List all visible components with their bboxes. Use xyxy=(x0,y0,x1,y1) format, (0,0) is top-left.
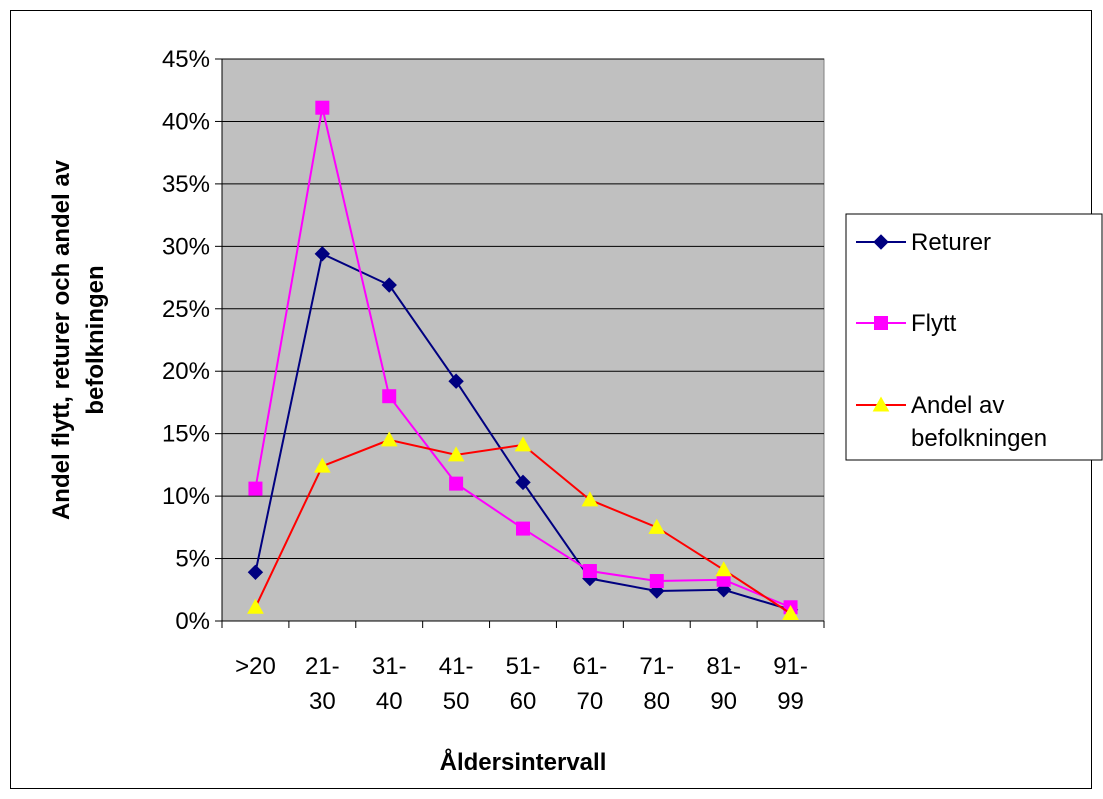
data-point xyxy=(447,446,465,462)
data-point xyxy=(248,481,263,496)
legend-marker xyxy=(873,234,889,250)
y-tick-label: 35% xyxy=(162,171,210,198)
x-tick-label: 51- xyxy=(506,653,541,680)
data-point xyxy=(449,476,464,491)
y-tick-label: 0% xyxy=(175,608,210,635)
legend-label: Andel av xyxy=(911,392,1004,419)
data-point xyxy=(782,604,799,621)
y-tick-label: 45% xyxy=(162,46,210,73)
data-point xyxy=(514,436,532,452)
data-point xyxy=(247,598,264,614)
data-point xyxy=(516,521,530,536)
y-tick-label: 40% xyxy=(162,108,210,135)
data-point xyxy=(314,246,331,262)
data-point xyxy=(382,389,397,404)
x-tick-label: 30 xyxy=(309,688,336,715)
x-tick-label: 31- xyxy=(372,653,407,680)
data-point xyxy=(515,474,531,491)
data-point xyxy=(715,561,733,577)
data-point xyxy=(448,373,464,389)
data-point xyxy=(381,277,397,293)
y-tick-label: 25% xyxy=(162,296,210,323)
x-tick-label: 50 xyxy=(443,688,470,715)
data-point xyxy=(581,491,599,507)
x-tick-label: 99 xyxy=(777,688,804,715)
series-2 xyxy=(247,431,799,621)
x-tick-label: 60 xyxy=(510,688,537,715)
legend-label: befolkningen xyxy=(911,425,1047,452)
x-tick-label: 90 xyxy=(710,688,737,715)
data-point xyxy=(649,574,664,589)
x-tick-label: 41- xyxy=(439,653,474,680)
x-tick-label: 40 xyxy=(376,688,403,715)
data-point xyxy=(648,518,666,534)
x-tick-label: 71- xyxy=(639,653,674,680)
data-point xyxy=(247,564,264,581)
data-point xyxy=(582,564,597,579)
legend-entry: Flytt xyxy=(856,310,957,337)
y-axis-title-line: Andel flytt, returer och andel av xyxy=(48,159,75,520)
x-tick-label: 21- xyxy=(305,653,340,680)
data-point xyxy=(380,431,398,447)
plot-area xyxy=(221,58,825,622)
legend-marker xyxy=(872,396,890,412)
y-axis-title: Andel flytt, returer och andel av befolkn… xyxy=(48,159,109,520)
y-axis-title-line: befolkningen xyxy=(82,265,109,414)
legend-label: Returer xyxy=(911,229,991,256)
legend-label: Flytt xyxy=(911,310,957,337)
x-tick-label: >20 xyxy=(235,653,276,680)
y-tick-label: 10% xyxy=(162,483,210,510)
x-tick-label: 70 xyxy=(577,688,604,715)
data-point xyxy=(313,457,331,473)
legend-entry: Andel av befolkningen xyxy=(856,392,1047,452)
y-tick-label: 15% xyxy=(162,421,210,448)
x-tick-label: 61- xyxy=(573,653,608,680)
legend-entry: Returer xyxy=(856,229,991,256)
y-tick-label: 30% xyxy=(162,233,210,260)
x-axis-title: Åldersintervall xyxy=(440,748,607,776)
x-tick-label: 81- xyxy=(706,653,741,680)
legend-box xyxy=(845,213,1103,461)
x-tick-label: 91- xyxy=(773,653,808,680)
x-tick-label: 80 xyxy=(643,688,670,715)
series-1 xyxy=(248,100,798,615)
y-tick-label: 5% xyxy=(175,546,210,573)
y-tick-label: 20% xyxy=(162,358,210,385)
data-point xyxy=(315,100,330,115)
legend-marker xyxy=(874,316,888,330)
